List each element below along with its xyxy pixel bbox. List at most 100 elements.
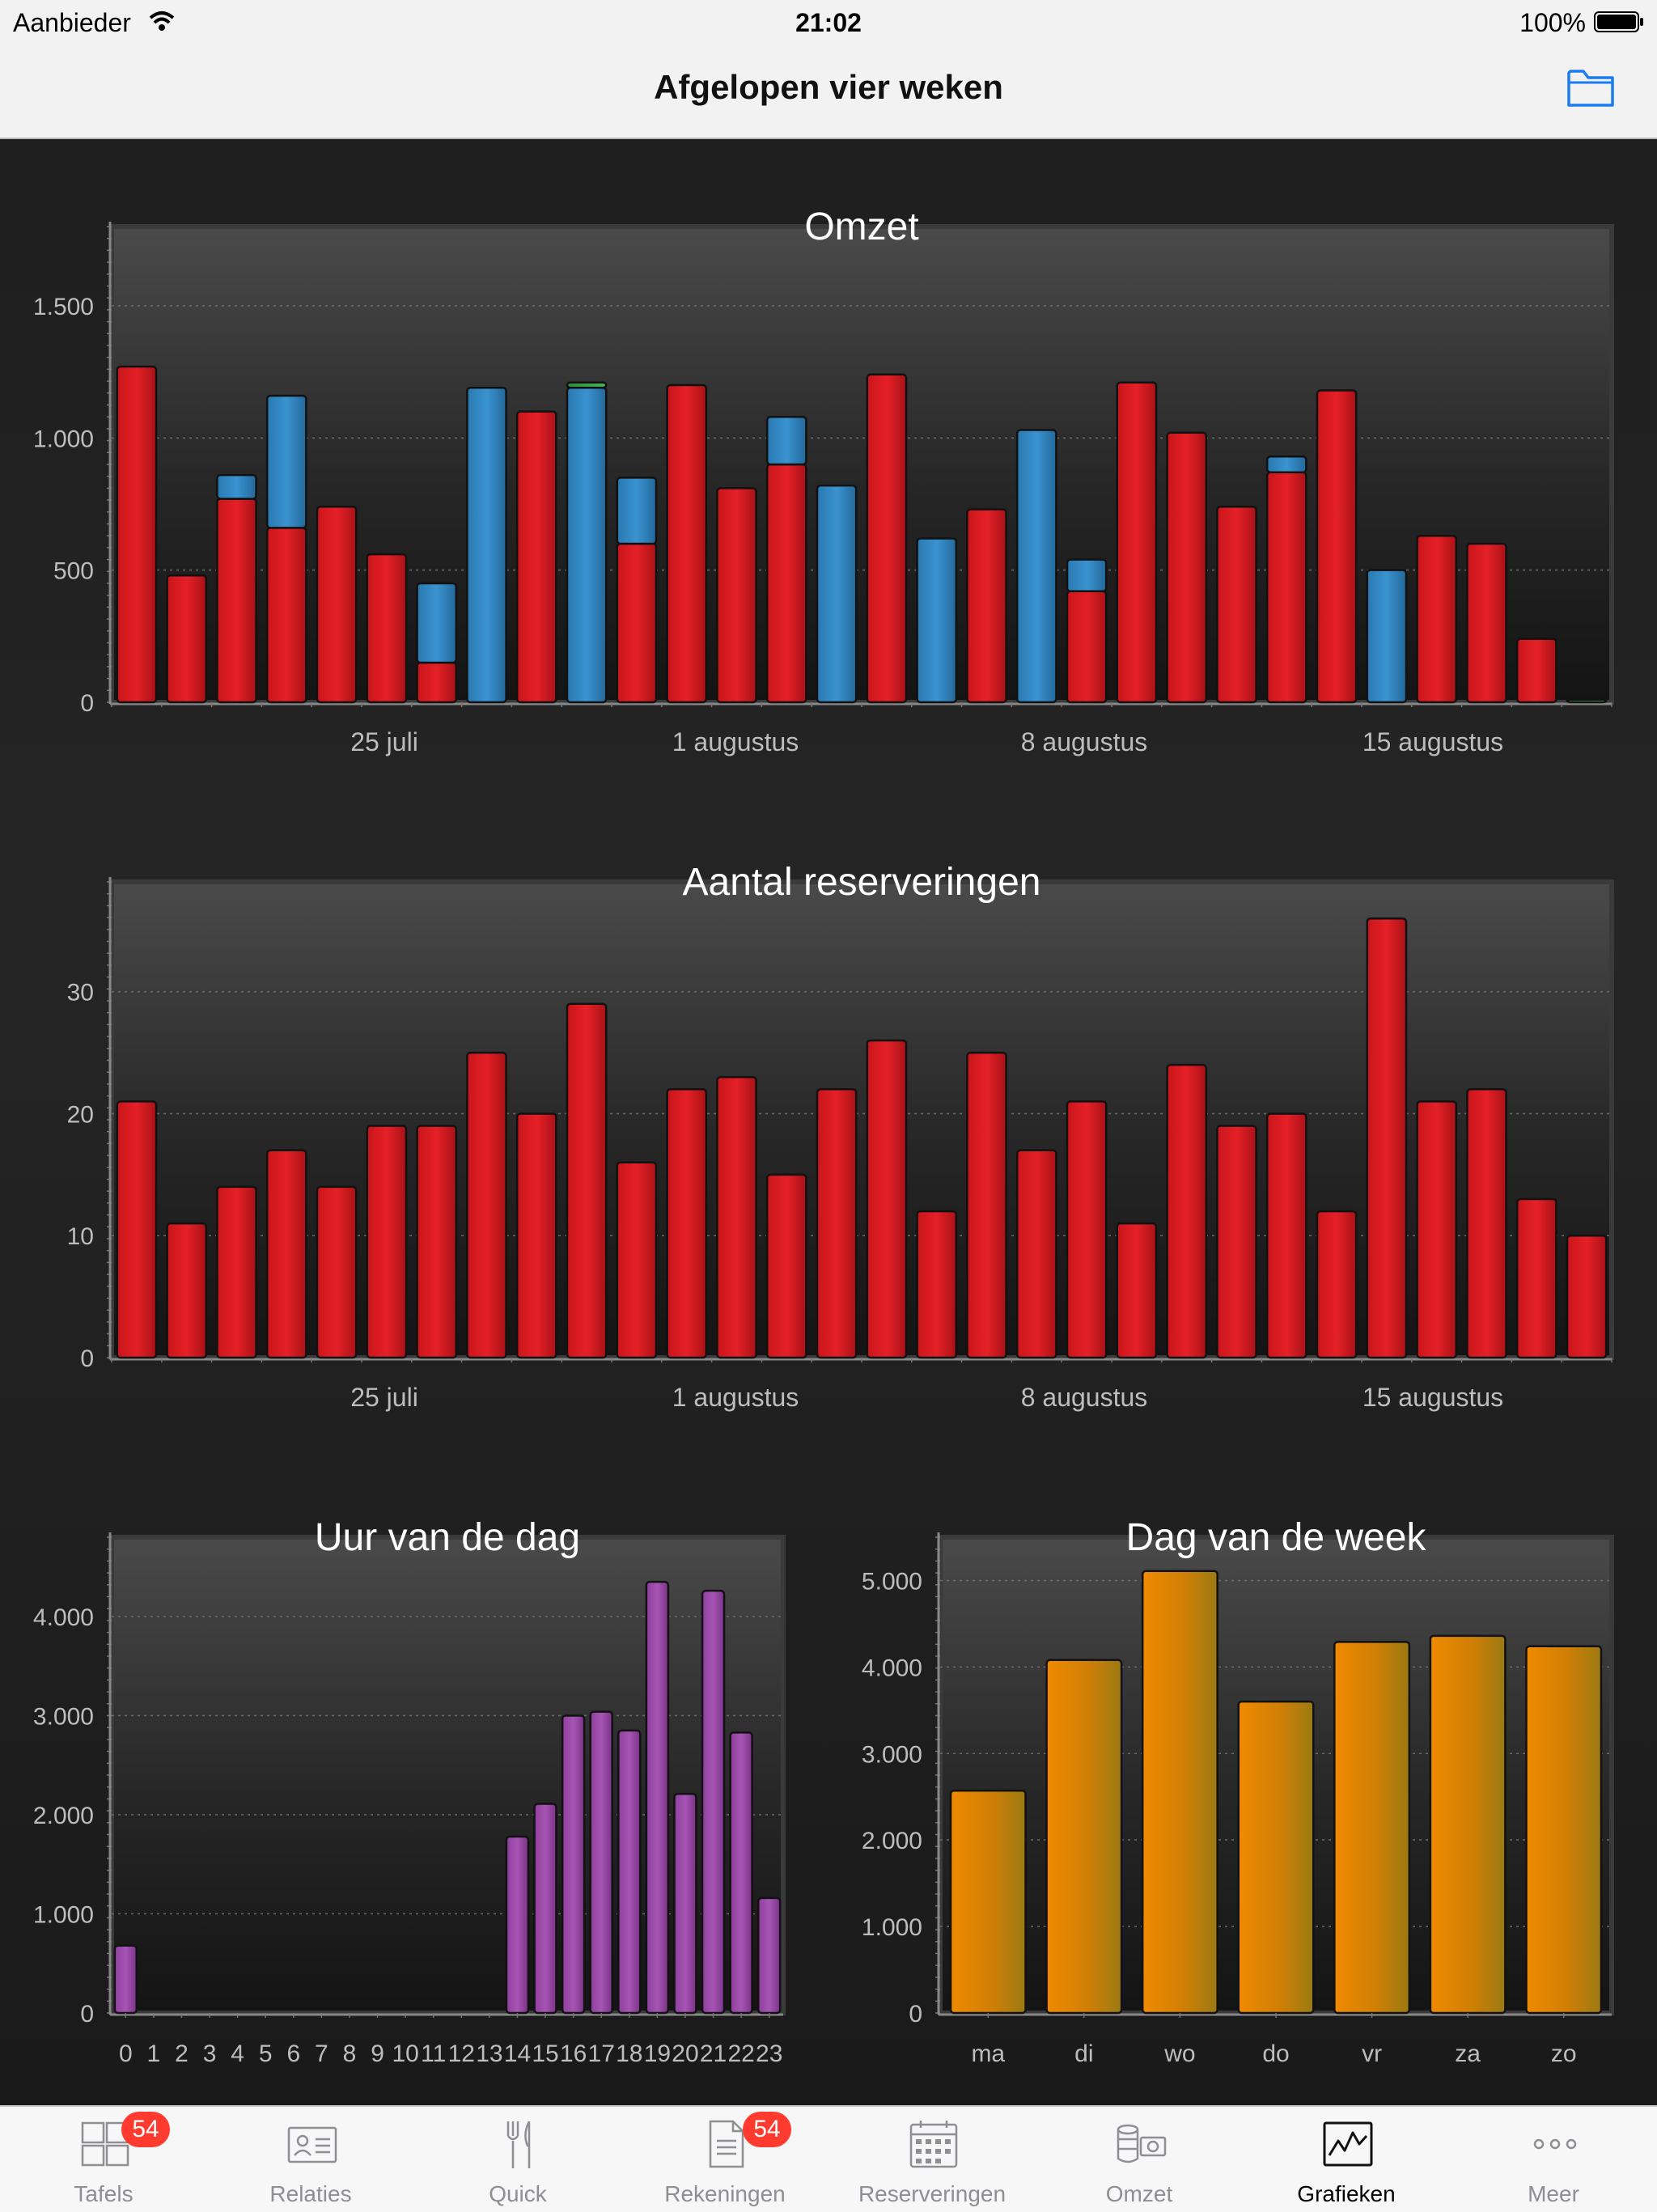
x-tick-label: 8: [343, 2040, 357, 2067]
bar: [166, 574, 208, 704]
more-icon: [1533, 2138, 1577, 2150]
carrier-label: Aanbieder: [13, 8, 131, 37]
bar: [265, 1149, 307, 1359]
bar: [1015, 429, 1057, 704]
bar: [316, 506, 358, 704]
y-tick-label: 1.000: [33, 426, 94, 452]
status-bar: Aanbieder 21:02 100%: [0, 0, 1657, 45]
y-tick-label: 4.000: [33, 1604, 94, 1631]
wifi-icon: [149, 11, 175, 31]
y-tick-label: 500: [53, 558, 94, 585]
plot-area: [109, 879, 1614, 1360]
calendar-icon: [909, 2121, 958, 2168]
bar: [765, 415, 807, 466]
bar: [1166, 431, 1208, 704]
tab-omzet[interactable]: Omzet: [1036, 2107, 1243, 2212]
bar: [966, 1051, 1007, 1359]
x-tick-label: ma: [971, 2040, 1005, 2067]
bar: [1366, 917, 1408, 1359]
x-tick-label: 25 juli: [350, 1383, 418, 1412]
bar: [966, 508, 1007, 704]
tab-rekeningen[interactable]: 54 Rekeningen: [621, 2107, 828, 2212]
bar: [366, 553, 408, 704]
bar: [589, 1710, 613, 2015]
chart-line-icon: [1323, 2121, 1373, 2167]
x-tick-label: 23: [756, 2040, 782, 2067]
receipt-icon: [709, 2120, 744, 2168]
tab-grafieken[interactable]: Grafieken: [1243, 2107, 1450, 2212]
bar: [366, 1125, 408, 1359]
bar: [617, 1729, 642, 2015]
bar: [116, 365, 158, 704]
bar: [416, 661, 458, 704]
tab-bar: 54 Tafels Relaties Quick 54: [0, 2105, 1657, 2212]
bar: [515, 1112, 557, 1359]
x-tick-label: 0: [119, 2040, 133, 2067]
x-tick-label: 13: [476, 2040, 502, 2067]
y-tick-label: 5.000: [862, 1568, 922, 1595]
tab-badge: 54: [121, 2112, 170, 2147]
x-tick-label: wo: [1163, 2040, 1195, 2067]
folder-icon[interactable]: [1566, 66, 1615, 108]
x-tick-label: 10: [392, 2040, 418, 2067]
y-tick-label: 0: [909, 2001, 922, 2028]
battery-icon: [1594, 11, 1643, 32]
y-tick-label: 0: [80, 1345, 94, 1372]
bar: [666, 383, 708, 704]
x-tick-label: vr: [1362, 2040, 1382, 2067]
tab-meer[interactable]: Meer: [1450, 2107, 1657, 2212]
bar: [466, 387, 507, 704]
bar: [1066, 590, 1108, 704]
x-tick-label: 12: [448, 2040, 475, 2067]
y-tick-label: 3.000: [862, 1741, 922, 1768]
bar: [701, 1589, 726, 2015]
y-tick-label: 30: [67, 980, 94, 1006]
bar: [916, 537, 958, 704]
bar: [1015, 1149, 1057, 1359]
bar: [316, 1185, 358, 1359]
bar: [949, 1789, 1027, 2015]
clock: 21:02: [795, 8, 862, 37]
bar: [616, 542, 658, 704]
bar: [113, 1944, 138, 2015]
tab-reserveringen[interactable]: Reserveringen: [828, 2107, 1036, 2212]
bar: [716, 487, 757, 704]
tab-badge: 54: [743, 2112, 791, 2147]
x-tick-label: 5: [259, 2040, 273, 2067]
bar: [1066, 1100, 1108, 1359]
bar: [916, 1210, 958, 1359]
bar: [866, 373, 908, 704]
bar: [1466, 1088, 1507, 1359]
bar: [466, 1051, 507, 1359]
bar: [1141, 1570, 1218, 2015]
bar: [1237, 1700, 1315, 2015]
contacts-icon: [287, 2126, 337, 2163]
y-tick-label: 1.500: [33, 294, 94, 320]
x-tick-label: 7: [315, 2040, 328, 2067]
tab-quick[interactable]: Quick: [414, 2107, 621, 2212]
x-tick-label: 18: [616, 2040, 642, 2067]
bar: [1265, 471, 1307, 704]
bar: [1515, 638, 1557, 704]
tab-relaties[interactable]: Relaties: [207, 2107, 414, 2212]
y-tick-label: 3.000: [33, 1704, 94, 1731]
bar: [1166, 1063, 1208, 1359]
chart-title: Uur van de dag: [315, 1516, 580, 1559]
bar: [816, 484, 858, 704]
bar: [1045, 1659, 1123, 2015]
bar: [716, 1075, 757, 1359]
x-tick-label: 14: [504, 2040, 531, 2067]
bar: [566, 387, 608, 704]
tab-label: Grafieken: [1297, 2181, 1396, 2206]
bar: [216, 473, 257, 500]
tab-label: Tafels: [74, 2181, 133, 2206]
tab-tafels[interactable]: 54 Tafels: [0, 2107, 207, 2212]
y-tick-label: 2.000: [33, 1803, 94, 1829]
bar: [1116, 381, 1158, 704]
bar: [729, 1731, 753, 2015]
x-tick-label: di: [1074, 2040, 1093, 2067]
x-tick-label: 20: [672, 2040, 698, 2067]
bar: [1416, 534, 1458, 704]
y-tick-label: 0: [80, 690, 94, 717]
